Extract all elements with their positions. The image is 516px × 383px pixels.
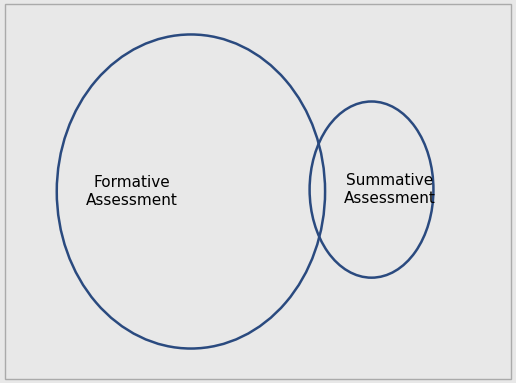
Text: Formative
Assessment: Formative Assessment [86, 175, 178, 208]
Text: Summative
Assessment: Summative Assessment [344, 173, 436, 206]
